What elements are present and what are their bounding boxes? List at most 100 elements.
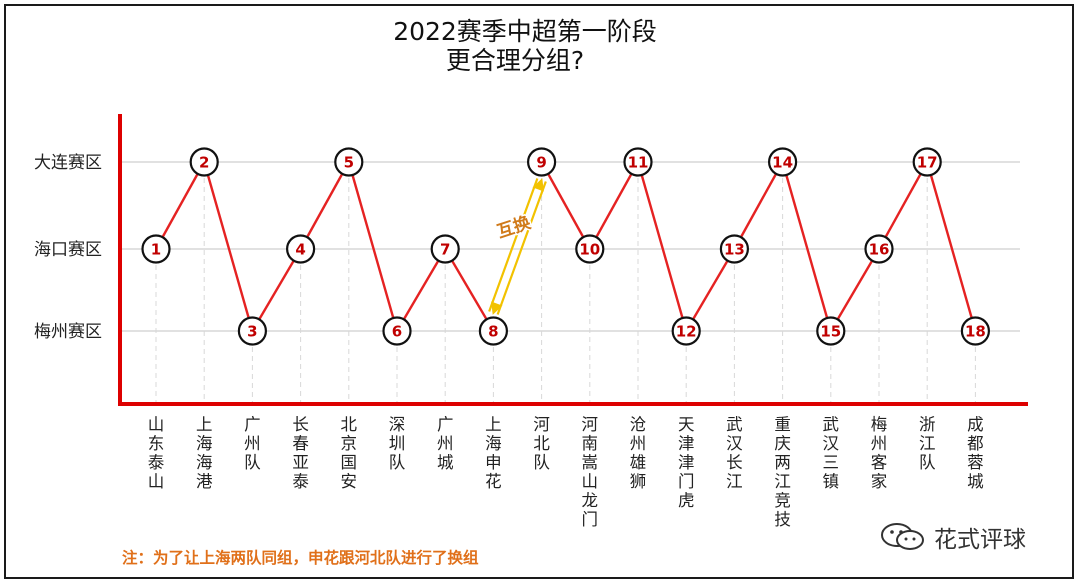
team-node: 2	[189, 147, 219, 177]
x-tick-label: 武汉三镇	[823, 415, 840, 491]
team-node: 11	[623, 147, 653, 177]
node-circle	[671, 316, 701, 346]
footnote: 注：为了让上海两队同组，申花跟河北队进行了换组	[122, 549, 479, 567]
team-node: 5	[334, 147, 364, 177]
x-tick-label: 广州城	[437, 415, 454, 472]
team-node: 16	[864, 234, 894, 264]
x-tick-label: 北京国安	[341, 415, 358, 491]
x-tick-label: 沧州雄狮	[630, 415, 647, 491]
node-number: 15	[820, 323, 841, 341]
axes	[118, 114, 1028, 406]
y-tick-label: 大连赛区	[34, 152, 102, 173]
node-number: 9	[536, 154, 546, 172]
series-segment	[685, 248, 736, 332]
team-node: 6	[382, 316, 412, 346]
x-tick-label: 山东泰山	[148, 415, 165, 491]
node-number: 2	[199, 154, 209, 172]
node-circle	[189, 147, 219, 177]
node-number: 18	[965, 323, 986, 341]
series-segment	[540, 161, 591, 250]
series-segment	[588, 161, 640, 250]
team-node: 12	[671, 316, 701, 346]
team-node: 9	[526, 147, 557, 177]
chart-frame	[4, 4, 1074, 579]
node-circle	[864, 234, 894, 264]
node-circle	[141, 234, 171, 264]
node-number: 17	[917, 154, 938, 172]
wechat-icon	[881, 523, 924, 550]
series-segment	[926, 161, 977, 332]
node-number: 14	[772, 154, 793, 172]
x-tick-label: 河北队	[533, 415, 550, 472]
node-number: 1	[151, 241, 161, 259]
node-number: 4	[295, 241, 305, 259]
team-node: 17	[912, 147, 942, 177]
chart-title: 2022赛季中超第一阶段	[393, 17, 657, 46]
x-tick-label: 长春亚泰	[292, 415, 309, 491]
team-node: 10	[575, 234, 605, 264]
node-number: 16	[869, 241, 890, 259]
team-node: 1	[141, 234, 171, 264]
brand-label: 花式评球	[934, 527, 1026, 553]
team-node: 13	[719, 234, 750, 264]
x-tick-label: 天津津门虎	[678, 415, 695, 510]
x-guides	[155, 178, 976, 404]
team-node: 4	[286, 234, 316, 264]
team-node: 3	[237, 316, 267, 346]
series-line	[154, 161, 977, 332]
node-circle	[334, 147, 364, 177]
node-circle	[382, 316, 412, 346]
node-circle	[478, 316, 508, 346]
series-segment	[299, 161, 350, 250]
y-tick-label: 海口赛区	[34, 239, 102, 260]
x-tick-label: 上海海港	[196, 415, 213, 491]
x-tick-label: 浙江队	[919, 415, 936, 472]
node-number: 11	[628, 154, 649, 172]
brand-watermark: 花式评球	[880, 520, 1026, 554]
node-circle	[286, 234, 316, 264]
x-tick-label: 梅州客家	[871, 415, 888, 491]
x-axis-labels: 山东泰山 上海海港 广州队 长春亚泰 北京国安 深圳队 广州城 上海申花 河北队 河南嵩山龙门 沧州…	[148, 415, 984, 529]
node-number: 13	[724, 241, 745, 259]
node-circle	[623, 147, 653, 177]
node-number: 7	[440, 241, 450, 259]
node-number: 12	[676, 323, 697, 341]
node-number: 3	[247, 323, 257, 341]
series-segment	[781, 161, 832, 332]
series-segment	[251, 248, 302, 332]
swap-arrow-shaft	[488, 178, 539, 312]
y-tick-label: 梅州赛区	[34, 321, 102, 342]
node-number: 8	[488, 323, 498, 341]
series-segment	[154, 161, 206, 250]
node-circle	[960, 316, 991, 346]
series-segment	[829, 248, 881, 332]
node-number: 5	[344, 154, 354, 172]
node-number: 10	[579, 241, 600, 259]
series-segment	[636, 161, 688, 332]
team-node: 14	[767, 147, 798, 177]
node-circle	[816, 316, 846, 346]
series-segment	[347, 161, 399, 332]
node-circle	[237, 316, 267, 346]
team-node: 18	[960, 316, 991, 346]
node-circle	[575, 234, 605, 264]
x-tick-label: 上海申花	[485, 415, 502, 491]
series-segment	[444, 248, 495, 332]
series-segment	[395, 248, 447, 332]
x-tick-label: 重庆两江竞技	[774, 415, 791, 529]
swap-arrow-head	[532, 178, 544, 192]
node-circle	[719, 234, 750, 264]
node-circle	[912, 147, 942, 177]
series-segment	[733, 161, 784, 250]
chart-subtitle: 更合理分组?	[446, 46, 584, 75]
node-circle	[767, 147, 798, 177]
x-tick-label: 河南嵩山龙门	[582, 415, 599, 529]
series-segment	[877, 161, 929, 250]
x-tick-label: 广州队	[244, 415, 261, 472]
team-node: 15	[816, 316, 846, 346]
node-number: 6	[392, 323, 402, 341]
team-node: 8	[478, 316, 508, 346]
